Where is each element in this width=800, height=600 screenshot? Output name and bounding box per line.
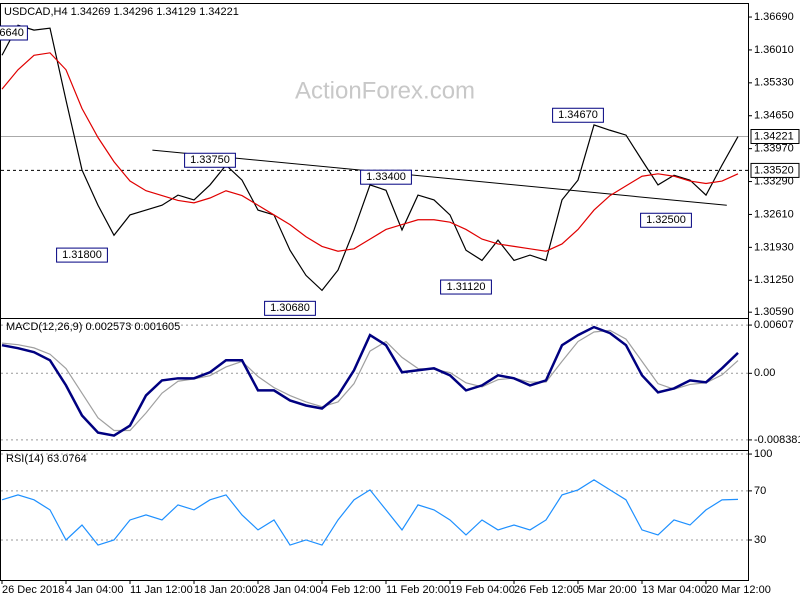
y-tick-label: 1.30590 <box>754 306 794 318</box>
annotation-box <box>0 25 28 41</box>
last-price-label: 1.34221 <box>754 130 794 142</box>
annotation-label: 1.33750 <box>190 154 230 166</box>
annotation-box <box>184 152 236 168</box>
y-tick-label: 1.36690 <box>754 11 794 23</box>
x-tick-label: 11 Feb 20:00 <box>386 584 450 596</box>
x-tick-label: 28 Jan 04:00 <box>258 584 322 596</box>
y-tick-label: 1.35330 <box>754 77 794 89</box>
x-tick-label: 20 Mar 12:00 <box>706 584 771 596</box>
y-tick-label: 1.32610 <box>754 208 794 220</box>
annotation-label: 1.33400 <box>366 171 406 183</box>
trendline <box>152 149 727 206</box>
x-tick-label: 26 Feb 12:00 <box>514 584 579 596</box>
level-box <box>750 162 800 178</box>
y-tick-label: 30 <box>754 534 766 546</box>
annotation-label: 1.34670 <box>558 109 598 121</box>
x-tick-label: 5 Mar 20:00 <box>578 584 637 596</box>
series-line <box>1 24 739 292</box>
panel-title: USDCAD,H4 1.34269 1.34296 1.34129 1.3422… <box>4 6 239 18</box>
last-price-box <box>750 129 800 144</box>
y-tick-label: 1.33290 <box>754 175 794 187</box>
series-line <box>1 325 739 437</box>
y-tick-label: 1.33970 <box>754 143 794 155</box>
annotation-box <box>552 107 604 123</box>
x-tick-label: 19 Feb 04:00 <box>450 584 515 596</box>
y-tick-label: 1.36010 <box>754 44 794 56</box>
y-tick-label: 1.31930 <box>754 241 794 253</box>
y-tick-label: 1.34650 <box>754 110 794 122</box>
y-tick-label: 70 <box>754 485 766 497</box>
annotation-box <box>264 300 316 316</box>
annotation-label: 1.31120 <box>447 281 486 293</box>
x-tick-label: 18 Jan 20:00 <box>194 584 258 596</box>
x-tick-label: 4 Jan 04:00 <box>66 584 124 596</box>
y-tick-label: 100 <box>754 448 772 460</box>
panel-title: RSI(14) 63.0764 <box>6 453 87 465</box>
y-tick-label: 0.00 <box>754 367 775 379</box>
annotation-box <box>440 279 492 295</box>
x-tick-label: 11 Jan 12:00 <box>130 584 193 596</box>
annotation-label: 1.32500 <box>646 214 686 226</box>
watermark: ActionForex.com <box>295 77 475 104</box>
annotation-box <box>360 169 412 185</box>
series-line <box>1 479 739 546</box>
annotation-label: 1.30680 <box>270 302 310 314</box>
annotation-box <box>640 212 692 228</box>
x-tick-label: 13 Mar 04:00 <box>642 584 707 596</box>
x-tick-label: 26 Dec 2018 <box>2 584 64 596</box>
series-line <box>1 329 739 432</box>
annotation-label: 1.31800 <box>62 249 102 261</box>
annotation-label: 6640 <box>0 27 24 39</box>
series-line <box>1 52 739 252</box>
x-tick-label: 4 Feb 12:00 <box>322 584 381 596</box>
annotation-box <box>56 247 108 263</box>
y-tick-label: 0.00607 <box>754 319 794 331</box>
panel-title: MACD(12,26,9) 0.002573 0.001605 <box>6 321 180 333</box>
y-tick-label: -0.008381 <box>754 434 800 446</box>
level-label: 1.33520 <box>754 164 794 176</box>
panel-frame <box>0 450 749 581</box>
y-tick-label: 1.31250 <box>754 274 794 286</box>
